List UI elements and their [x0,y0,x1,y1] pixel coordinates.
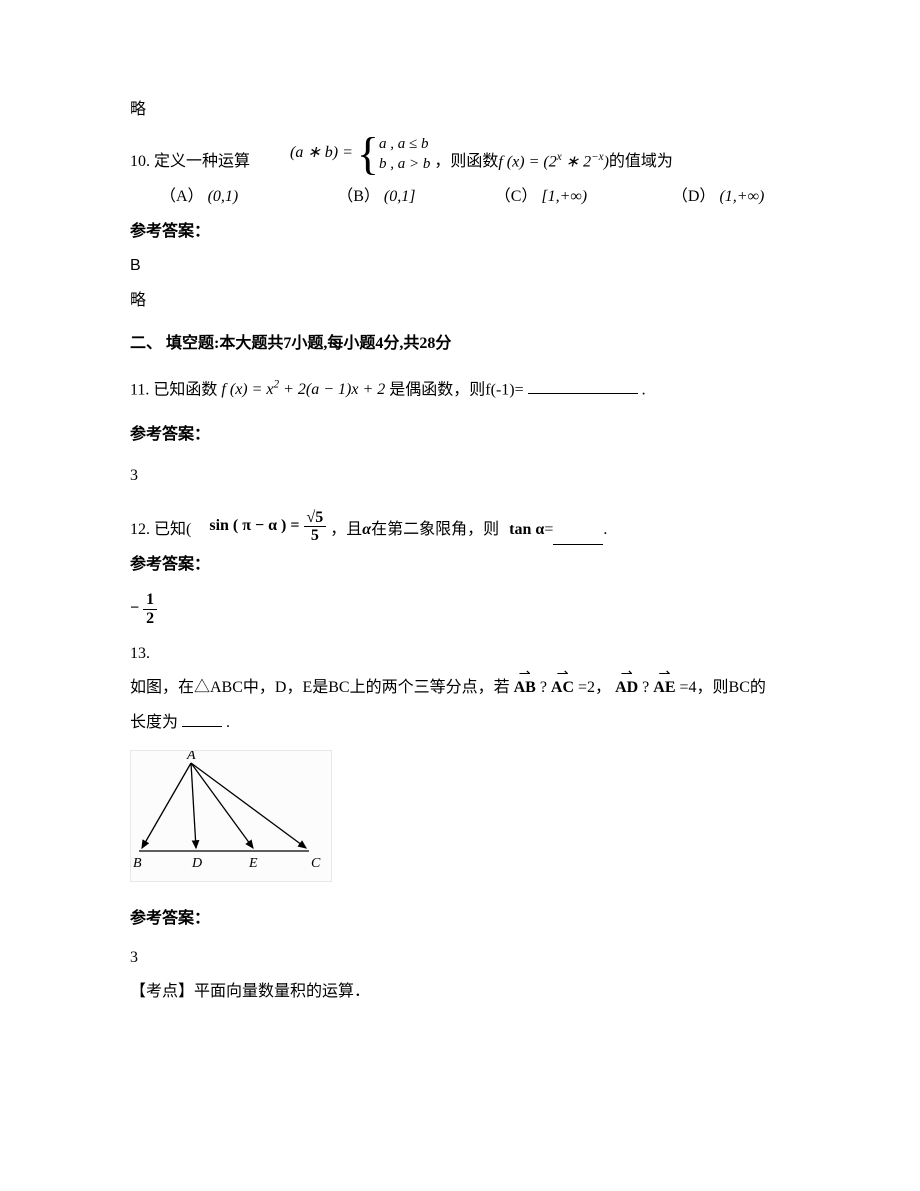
vec-ac: AC [551,674,574,703]
q13-period: . [226,714,230,731]
dot2: ? [642,679,649,696]
optD-val: (1,+∞) [719,188,764,205]
q12-period: . [603,516,607,545]
q12-ans-den: 2 [143,610,157,628]
q13-line1a: 如图，在△ABC中，D，E是BC上的两个三等分点，若 [130,679,510,696]
q12-frac-num: √5 [304,509,327,528]
optD-label: （D） [672,188,716,205]
q12-ans-num: 1 [143,591,157,610]
q13-topic-text: 平面向量数量积的运算． [194,983,370,1000]
svg-text:E: E [248,856,258,871]
triangle-diagram: A B D E C [130,750,332,882]
q10-prefix: 10. 定义一种运算 [130,148,250,177]
q12-tan: tan α [509,516,544,545]
q13-expr2: AD ? AE [615,679,679,696]
q12-mid1: ，且 [330,516,362,545]
q11-answer: 3 [130,462,790,491]
q10-answer: B [130,252,790,281]
q13-eq4: =4，则BC的 [680,679,766,696]
q10-mid2: 的值域为 [609,148,673,177]
q13-line1: 如图，在△ABC中，D，E是BC上的两个三等分点，若 AB ? AC =2， A… [130,674,790,703]
q11-stem: 11. 已知函数 f (x) = x2 + 2(a − 1)x + 2 是偶函数… [130,375,790,405]
q10-options: （A） (0,1) （B） (0,1] （C） [1,+∞) （D） (1,+∞… [160,183,790,212]
q12-sin: sin ( π − α ) = [209,512,299,541]
vec-ad: AD [615,674,638,703]
text-lue-2: 略 [130,287,790,316]
q13-topic: 【考点】平面向量数量积的运算． [130,978,790,1007]
q10-optA: （A） (0,1) [160,183,337,212]
q10-optD: （D） (1,+∞) [672,183,790,212]
q12-frac: √5 5 [304,509,327,545]
q12-alpha: α [362,516,371,545]
vec-ae: AE [653,674,675,703]
optC-label: （C） [495,188,538,205]
svg-text:A: A [186,750,196,763]
optB-label: （B） [337,188,380,205]
optA-val: (0,1) [208,188,239,205]
q12-mid2: 在第二象限角，则 [371,516,499,545]
q11-suffix: 是偶函数，则f(-1)= [389,381,523,398]
q11-fx-b: + 2(a − 1)x + 2 [279,381,385,398]
q12-stem: 12. 已知( sin ( π − α ) = √5 5 ，且 α 在第二象限角… [130,509,790,545]
text-lue-1: 略 [130,96,790,125]
q10-fx: f (x) = (2x ∗ 2−x) [498,147,609,177]
q12-prefix: 12. 已知( [130,516,191,545]
q10-optC: （C） [1,+∞) [495,183,672,212]
q13-expr1: AB ? AC [514,679,578,696]
q11-blank [528,377,638,394]
q11-answer-label: 参考答案： [130,421,790,450]
q10-fx-b: ∗ 2 [562,153,591,170]
q12-blank [553,528,603,545]
q10-piece1: a , a ≤ b [379,134,430,154]
q12-ans-frac: 1 2 [143,591,157,627]
q13-blank [182,710,222,727]
q10-optB: （B） (0,1] [337,183,495,212]
svg-text:D: D [191,856,202,871]
q10-piece2: b , a > b [379,154,430,174]
q13-answer-label: 参考答案： [130,905,790,934]
q13-topic-label: 【考点】 [130,983,194,1000]
q12-ans-neg: − [130,600,139,617]
q11-fx-a: f (x) = x [221,381,273,398]
q12-eq: = [544,516,553,545]
optB-val: (0,1] [384,188,416,205]
q10-piecewise: { a , a ≤ b b , a > b [357,131,430,177]
optA-label: （A） [160,188,204,205]
q13-answer: 3 [130,944,790,973]
q13-eq2: =2， [578,679,611,696]
q10-answer-label: 参考答案： [130,218,790,247]
q11-fx: f (x) = x2 + 2(a − 1)x + 2 [221,381,389,398]
vec-ab: AB [514,674,536,703]
q13-line2-text: 长度为 [130,714,178,731]
q12-answer-label: 参考答案： [130,551,790,580]
svg-text:B: B [133,856,142,871]
q13-line2: 长度为 . [130,709,790,738]
page: 略 10. 定义一种运算 (a ∗ b) = { a , a ≤ b b , a… [0,0,920,1191]
q10-fx-sup2: −x [591,151,604,163]
q13-num: 13. [130,640,790,669]
optC-val: [1,+∞) [541,188,587,205]
q10-lhs: (a ∗ b) = [290,139,353,168]
q10-stem: 10. 定义一种运算 (a ∗ b) = { a , a ≤ b b , a >… [130,131,790,177]
q10-mid1: ，则函数 [434,148,498,177]
q12-answer: − 1 2 [130,591,790,627]
q10-fx-a: f (x) = (2 [498,153,556,170]
dot1: ? [540,679,547,696]
brace-icon: { [357,131,379,177]
svg-text:C: C [311,856,321,871]
q12-frac-den: 5 [304,527,327,545]
section2-title: 二、 填空题:本大题共7小题,每小题4分,共28分 [130,330,790,359]
q11-period: . [642,381,646,398]
q11-prefix: 11. 已知函数 [130,381,217,398]
